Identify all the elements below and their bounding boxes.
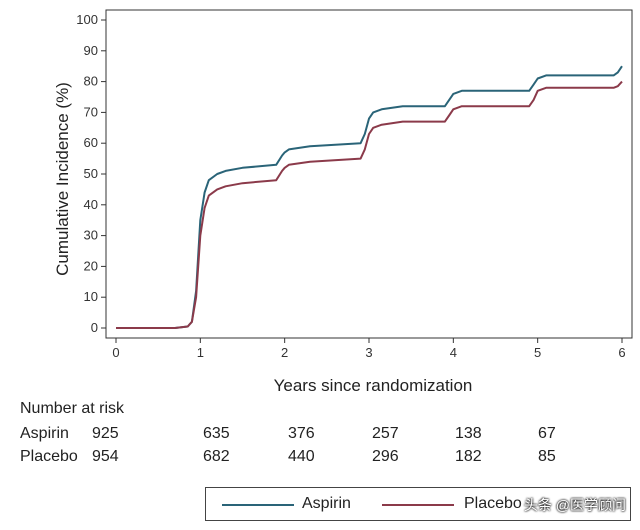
y-tick-label: 0 — [91, 320, 98, 335]
series-line-aspirin — [116, 65, 623, 329]
x-axis: 0 1 2 3 4 5 6 — [112, 338, 626, 360]
legend-swatch-aspirin — [222, 504, 294, 506]
risk-cell: 635 — [203, 425, 230, 442]
risk-cell: 85 — [538, 448, 556, 465]
risk-cell: 296 — [372, 448, 399, 465]
y-tick-label: 10 — [84, 289, 98, 304]
y-tick-label: 30 — [84, 228, 98, 243]
risk-cell: 138 — [455, 425, 482, 442]
legend: Aspirin Placebo — [205, 487, 631, 521]
legend-label-aspirin: Aspirin — [302, 495, 351, 512]
chart: 0 10 20 30 40 50 60 70 80 90 100 0 1 2 3 4 5 6 Cumulativ… — [53, 9, 633, 395]
plot-area — [105, 9, 633, 339]
x-tick-label: 5 — [534, 345, 541, 360]
risk-row-label: Aspirin — [20, 425, 69, 442]
x-tick-label: 2 — [281, 345, 288, 360]
risk-cell: 954 — [92, 448, 119, 465]
risk-cell: 67 — [538, 425, 556, 442]
x-tick-label: 0 — [112, 345, 119, 360]
plot-frame — [105, 9, 633, 339]
y-tick-label: 70 — [84, 104, 98, 119]
risk-cell: 376 — [288, 425, 315, 442]
risk-cell: 682 — [203, 448, 230, 465]
legend-label-placebo: Placebo — [464, 495, 522, 512]
series-lines — [116, 65, 623, 329]
y-tick-label: 20 — [84, 258, 98, 273]
legend-swatch-placebo — [382, 504, 454, 506]
y-tick-label: 50 — [84, 166, 98, 181]
y-tick-label: 60 — [84, 135, 98, 150]
risk-cell: 440 — [288, 448, 315, 465]
x-axis-title: Years since randomization — [274, 376, 473, 395]
x-tick-label: 4 — [450, 345, 457, 360]
risk-cell: 182 — [455, 448, 482, 465]
y-tick-label: 80 — [84, 74, 98, 89]
y-tick-label: 100 — [76, 12, 98, 27]
risk-cell: 925 — [92, 425, 119, 442]
series-line-placebo — [116, 80, 623, 329]
y-tick-label: 40 — [84, 197, 98, 212]
y-axis-title: Cumulative Incidence (%) — [53, 82, 72, 276]
y-tick-label: 90 — [84, 43, 98, 58]
y-axis: 0 10 20 30 40 50 60 70 80 90 100 — [76, 12, 106, 335]
risk-cell: 257 — [372, 425, 399, 442]
risk-table-header: Number at risk — [20, 400, 125, 417]
watermark: 头条 @医学顾问 — [523, 497, 626, 513]
x-tick-label: 1 — [197, 345, 204, 360]
x-tick-label: 3 — [365, 345, 372, 360]
risk-row-label: Placebo — [20, 448, 78, 465]
x-tick-label: 6 — [618, 345, 625, 360]
